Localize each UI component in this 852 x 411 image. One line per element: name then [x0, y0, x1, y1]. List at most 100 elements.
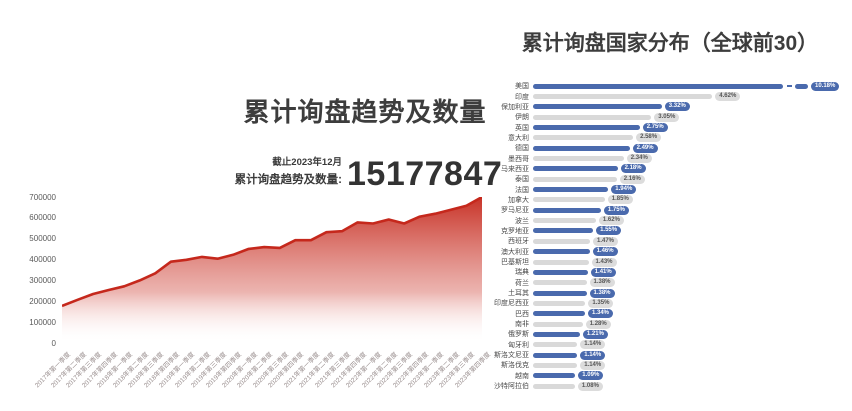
- bar: [533, 156, 624, 162]
- bar-row: 南非 1.28%: [445, 319, 845, 329]
- bar-row: 墨西哥 2.34%: [445, 153, 845, 164]
- y-tick-label: 700000: [29, 192, 56, 202]
- bar-row: 意大利 2.58%: [445, 133, 845, 143]
- bar: [533, 300, 586, 306]
- bar-row: 土耳其 1.38%: [445, 288, 845, 298]
- value-badge: 3.05%: [654, 112, 680, 122]
- bar: [533, 249, 590, 255]
- y-tick-label: 300000: [29, 275, 56, 285]
- stat-asof: 截止2023年12月: [272, 157, 342, 168]
- country-label: 越南: [515, 372, 529, 380]
- country-label: 斯洛文尼亚: [494, 352, 529, 360]
- bar: [533, 269, 588, 275]
- bar: [533, 362, 578, 368]
- area-chart-x-axis: 2017年第一季度 2017年第二季度 2017年第三季度 2017年第四季度 2018…: [34, 197, 492, 397]
- country-label: 罗马尼亚: [501, 207, 529, 215]
- bar-row: 斯洛伐克 1.14%: [445, 360, 845, 370]
- axis-break-icon: [787, 85, 792, 87]
- country-label: 南非: [515, 321, 529, 329]
- value-badge: 1.85%: [607, 195, 633, 205]
- bar-row: 匈牙利 1.14%: [445, 340, 845, 350]
- country-label: 法国: [515, 186, 529, 194]
- value-badge: 1.43%: [591, 257, 617, 267]
- bar: [533, 342, 578, 348]
- value-badge: 1.08%: [577, 381, 603, 391]
- bar-row: 巴西 1.34%: [445, 309, 845, 319]
- bar: [533, 331, 580, 337]
- value-badge: 2.34%: [626, 154, 652, 164]
- value-badge: 1.35%: [588, 298, 614, 308]
- bar: [533, 187, 609, 193]
- bar-row: 俄罗斯 1.21%: [445, 329, 845, 339]
- bar: [533, 176, 617, 182]
- bar-row: 西班牙 1.47%: [445, 236, 845, 246]
- country-label: 巴基斯坦: [501, 259, 529, 267]
- value-badge: 1.09%: [578, 371, 604, 381]
- bar-row: 印度尼西亚 1.35%: [445, 298, 845, 308]
- bar: [533, 383, 575, 389]
- bar: [533, 311, 585, 317]
- bar: [533, 352, 578, 358]
- country-label: 克罗地亚: [501, 227, 529, 235]
- country-label: 意大利: [508, 134, 529, 142]
- country-label: 瑞典: [515, 269, 529, 277]
- value-badge: 1.28%: [585, 319, 611, 329]
- country-bar-chart: 美国 10.18% 印度 4.62% 保加利亚 3.32% 伊朗 3.05% 英国 2.75% 意大…: [445, 81, 845, 391]
- country-label: 加拿大: [508, 196, 529, 204]
- bar: [533, 290, 587, 296]
- country-label: 英国: [515, 124, 529, 132]
- bar-continued: [795, 83, 808, 89]
- y-tick-label: 0: [51, 338, 56, 348]
- area-chart: [62, 197, 482, 343]
- country-label: 马来西亚: [501, 165, 529, 173]
- bar-row: 泰国 2.16%: [445, 174, 845, 184]
- bar: [533, 83, 783, 89]
- bar: [533, 373, 576, 379]
- y-tick-label: 200000: [29, 296, 56, 306]
- value-badge: 1.14%: [580, 350, 606, 360]
- bar-row: 加拿大 1.85%: [445, 195, 845, 205]
- bar: [533, 145, 630, 151]
- bar-row: 斯洛文尼亚 1.14%: [445, 350, 845, 360]
- country-label: 德国: [515, 145, 529, 153]
- bar: [533, 321, 583, 327]
- country-label: 荷兰: [515, 279, 529, 287]
- bar: [533, 125, 640, 131]
- country-label: 美国: [515, 83, 529, 91]
- value-badge: 2.75%: [642, 123, 668, 133]
- area-line: [62, 197, 482, 308]
- value-badge: 1.94%: [611, 185, 637, 195]
- value-badge: 2.58%: [636, 133, 662, 143]
- value-badge: 1.34%: [588, 309, 614, 319]
- value-badge: 1.38%: [589, 278, 615, 288]
- bar: [533, 135, 634, 141]
- bar: [533, 166, 618, 172]
- country-label: 印度: [515, 93, 529, 101]
- country-label: 沙特阿拉伯: [494, 383, 529, 391]
- total-inquiries-value: 15177847: [347, 155, 503, 193]
- value-badge: 2.49%: [632, 143, 658, 153]
- bar-row: 越南 1.09%: [445, 371, 845, 381]
- value-badge: 4.62%: [715, 92, 741, 102]
- bar: [533, 94, 713, 100]
- stat-block: 截止2023年12月 累计询盘趋势及数量:: [100, 154, 342, 187]
- country-label: 泰国: [515, 176, 529, 184]
- bar-row: 巴基斯坦 1.43%: [445, 257, 845, 267]
- value-badge: 2.16%: [619, 174, 645, 184]
- y-tick-label: 100000: [29, 317, 56, 327]
- value-badge: 3.32%: [664, 102, 690, 112]
- bar: [533, 238, 590, 244]
- bar: [533, 228, 594, 234]
- bar: [533, 280, 587, 286]
- value-badge: 1.21%: [582, 329, 608, 339]
- country-label: 匈牙利: [508, 341, 529, 349]
- bar-row: 荷兰 1.38%: [445, 278, 845, 288]
- bar-row: 澳大利亚 1.46%: [445, 247, 845, 257]
- value-badge: 1.47%: [593, 236, 619, 246]
- country-label: 墨西哥: [508, 155, 529, 163]
- value-badge: 1.55%: [596, 226, 622, 236]
- y-tick-label: 600000: [29, 213, 56, 223]
- value-badge: 1.14%: [580, 360, 606, 370]
- stat-label: 累计询盘趋势及数量:: [234, 174, 342, 186]
